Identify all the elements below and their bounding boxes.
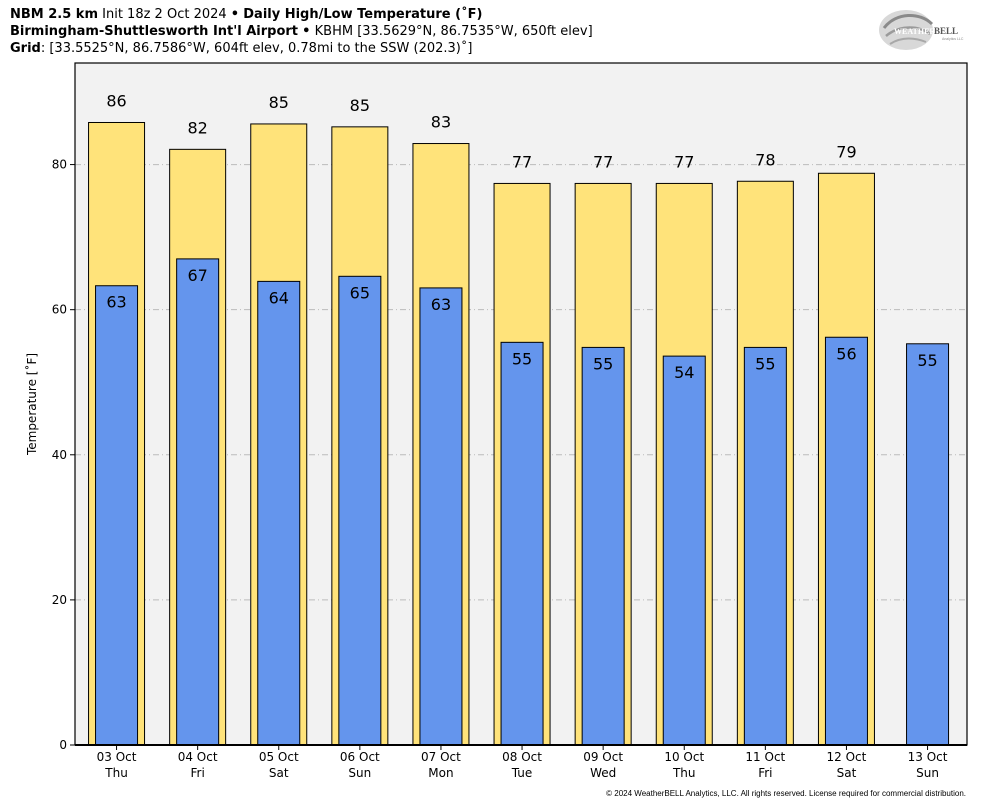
low-temp-label: 67 [187,266,207,285]
x-tick-label-date: 10 Oct [664,750,704,764]
chart-title-line-2: Birmingham-Shuttlesworth Int'l Airport •… [10,23,593,40]
high-temp-label: 83 [431,113,451,132]
x-tick-label-date: 05 Oct [259,750,299,764]
logo-text-weather: WEATHER [894,27,935,36]
low-temp-bar [95,285,139,746]
low-temp-bar [419,287,463,746]
low-temp-label: 55 [512,349,532,368]
low-temp-bar [662,355,706,746]
x-tick-label-day: Wed [590,766,616,780]
high-temp-label: 79 [836,142,856,161]
y-tick-label: 60 [52,303,67,317]
x-tick-label-date: 11 Oct [745,750,785,764]
low-temp-label: 63 [106,293,126,312]
product-name: Daily High/Low Temperature (˚F) [243,7,483,22]
x-tick-label-day: Fri [758,766,772,780]
copyright-notice: © 2024 WeatherBELL Analytics, LLC. All r… [606,789,966,798]
y-axis-label: Temperature [˚F] [24,353,39,456]
low-temp-bar [338,275,382,746]
high-temp-label: 77 [593,152,613,171]
station-name: Birmingham-Shuttlesworth Int'l Airport [10,24,299,39]
weatherbell-logo: WEATHER BELL Analytics LLC [879,10,964,50]
model-name: NBM 2.5 km [10,7,98,22]
low-temp-bar [743,346,787,746]
low-temp-bar [906,343,950,746]
x-tick-label-date: 08 Oct [502,750,542,764]
high-temp-label: 86 [106,91,126,110]
low-temp-label: 55 [755,354,775,373]
init-time: Init 18z 2 Oct 2024 [102,7,227,22]
x-tick-label-date: 06 Oct [340,750,380,764]
x-tick-label-date: 03 Oct [97,750,137,764]
x-tick-label-date: 07 Oct [421,750,461,764]
x-tick-label-day: Thu [672,766,696,780]
x-tick-label-day: Sat [837,766,857,780]
low-temp-bar [257,280,301,746]
x-tick-label-day: Mon [428,766,453,780]
x-tick-label-day: Thu [104,766,128,780]
y-tick-label: 20 [52,593,67,607]
y-tick-label: 80 [52,158,67,172]
low-temp-label: 65 [350,283,370,302]
x-tick-label-day: Fri [191,766,205,780]
bullet-separator: • [302,24,311,39]
low-temp-label: 55 [917,351,937,370]
low-temp-bar [176,258,220,746]
low-temp-label: 54 [674,363,694,382]
high-temp-label: 77 [674,152,694,171]
low-temp-bar [824,336,868,746]
logo-text-bell: BELL [934,26,958,36]
y-tick-label: 40 [52,448,67,462]
low-temp-label: 64 [269,288,289,307]
x-tick-label-day: Sun [916,766,939,780]
bullet-separator: • [230,7,240,22]
logo-text-sub: Analytics LLC [942,37,964,41]
high-temp-label: 77 [512,152,532,171]
low-temp-bar [581,346,625,746]
x-tick-label-day: Tue [511,766,533,780]
x-tick-label-day: Sat [269,766,289,780]
high-temp-label: 85 [269,93,289,112]
high-temp-label: 78 [755,150,775,169]
x-tick-label-date: 13 Oct [908,750,948,764]
high-temp-label: 85 [350,96,370,115]
x-tick-label-date: 12 Oct [827,750,867,764]
grid-info: : [33.5525°N, 86.7586°W, 604ft elev, 0.7… [40,41,473,56]
high-temp-label: 82 [187,118,207,137]
low-temp-label: 55 [593,354,613,373]
x-tick-label-day: Sun [348,766,371,780]
low-temp-bar [500,341,544,746]
x-tick-label-date: 04 Oct [178,750,218,764]
station-info: KBHM [33.5629°N, 86.7535°W, 650ft elev] [314,24,593,39]
chart-title-line-1: NBM 2.5 km Init 18z 2 Oct 2024 • Daily H… [10,6,482,23]
y-tick-label: 0 [59,738,67,752]
chart-title-line-3: Grid: [33.5525°N, 86.7586°W, 604ft elev,… [10,40,472,57]
grid-label: Grid [10,41,41,56]
low-temp-label: 63 [431,295,451,314]
low-temp-label: 56 [836,344,856,363]
x-tick-label-date: 09 Oct [583,750,623,764]
